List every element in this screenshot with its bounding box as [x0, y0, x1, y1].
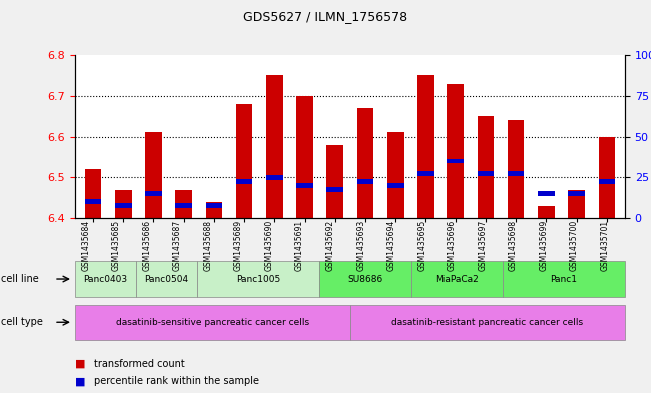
Text: GSM1435695: GSM1435695 — [417, 220, 426, 271]
Text: GDS5627 / ILMN_1756578: GDS5627 / ILMN_1756578 — [243, 10, 408, 23]
Bar — [327, 187, 343, 192]
Bar — [447, 84, 464, 218]
Bar — [417, 171, 434, 176]
Text: GSM1435687: GSM1435687 — [173, 220, 182, 271]
Bar — [296, 96, 313, 218]
Text: MiaPaCa2: MiaPaCa2 — [435, 275, 478, 283]
Text: GSM1435689: GSM1435689 — [234, 220, 243, 271]
Text: GSM1435701: GSM1435701 — [601, 220, 610, 271]
Text: GSM1435700: GSM1435700 — [570, 220, 579, 271]
Bar — [478, 171, 494, 176]
Bar — [175, 189, 192, 218]
Text: Panc0504: Panc0504 — [145, 275, 189, 283]
Text: cell line: cell line — [1, 274, 39, 284]
Bar — [538, 191, 555, 196]
Text: GSM1435697: GSM1435697 — [478, 220, 488, 271]
Text: cell type: cell type — [1, 317, 43, 327]
Bar — [236, 179, 253, 184]
Bar — [598, 137, 615, 218]
Text: Panc1005: Panc1005 — [236, 275, 281, 283]
Text: GSM1435686: GSM1435686 — [143, 220, 151, 271]
Bar — [478, 116, 494, 218]
Text: GSM1435698: GSM1435698 — [509, 220, 518, 271]
Text: GSM1435688: GSM1435688 — [203, 220, 212, 271]
Bar — [568, 191, 585, 196]
Bar — [266, 175, 283, 180]
Bar — [598, 179, 615, 184]
Bar — [327, 145, 343, 218]
Bar — [508, 171, 525, 176]
Text: percentile rank within the sample: percentile rank within the sample — [94, 376, 259, 386]
Bar — [206, 202, 222, 218]
Bar — [266, 75, 283, 218]
Bar — [115, 204, 132, 208]
Bar — [417, 75, 434, 218]
Bar — [236, 104, 253, 218]
Text: ■: ■ — [75, 376, 85, 386]
Text: GSM1435685: GSM1435685 — [112, 220, 120, 271]
Bar — [387, 132, 404, 218]
Bar — [568, 189, 585, 218]
Bar — [387, 183, 404, 188]
Bar — [447, 159, 464, 163]
Text: Panc1: Panc1 — [550, 275, 577, 283]
Bar — [508, 120, 525, 218]
Bar — [296, 183, 313, 188]
Text: SU8686: SU8686 — [348, 275, 383, 283]
Bar — [538, 206, 555, 218]
Bar — [175, 204, 192, 208]
Text: GSM1435694: GSM1435694 — [387, 220, 396, 271]
Text: GSM1435693: GSM1435693 — [356, 220, 365, 271]
Bar — [85, 199, 102, 204]
Bar — [357, 108, 373, 218]
Bar — [206, 204, 222, 208]
Bar — [145, 132, 161, 218]
Bar — [145, 191, 161, 196]
Text: GSM1435699: GSM1435699 — [540, 220, 549, 271]
Text: Panc0403: Panc0403 — [83, 275, 128, 283]
Text: ■: ■ — [75, 358, 85, 369]
Bar — [115, 189, 132, 218]
Bar — [357, 179, 373, 184]
Bar — [85, 169, 102, 218]
Text: GSM1435692: GSM1435692 — [326, 220, 335, 271]
Text: GSM1435690: GSM1435690 — [264, 220, 273, 271]
Text: dasatinib-sensitive pancreatic cancer cells: dasatinib-sensitive pancreatic cancer ce… — [116, 318, 309, 327]
Text: GSM1435696: GSM1435696 — [448, 220, 457, 271]
Text: dasatinib-resistant pancreatic cancer cells: dasatinib-resistant pancreatic cancer ce… — [391, 318, 583, 327]
Text: GSM1435684: GSM1435684 — [81, 220, 90, 271]
Text: GSM1435691: GSM1435691 — [295, 220, 304, 271]
Text: transformed count: transformed count — [94, 358, 185, 369]
